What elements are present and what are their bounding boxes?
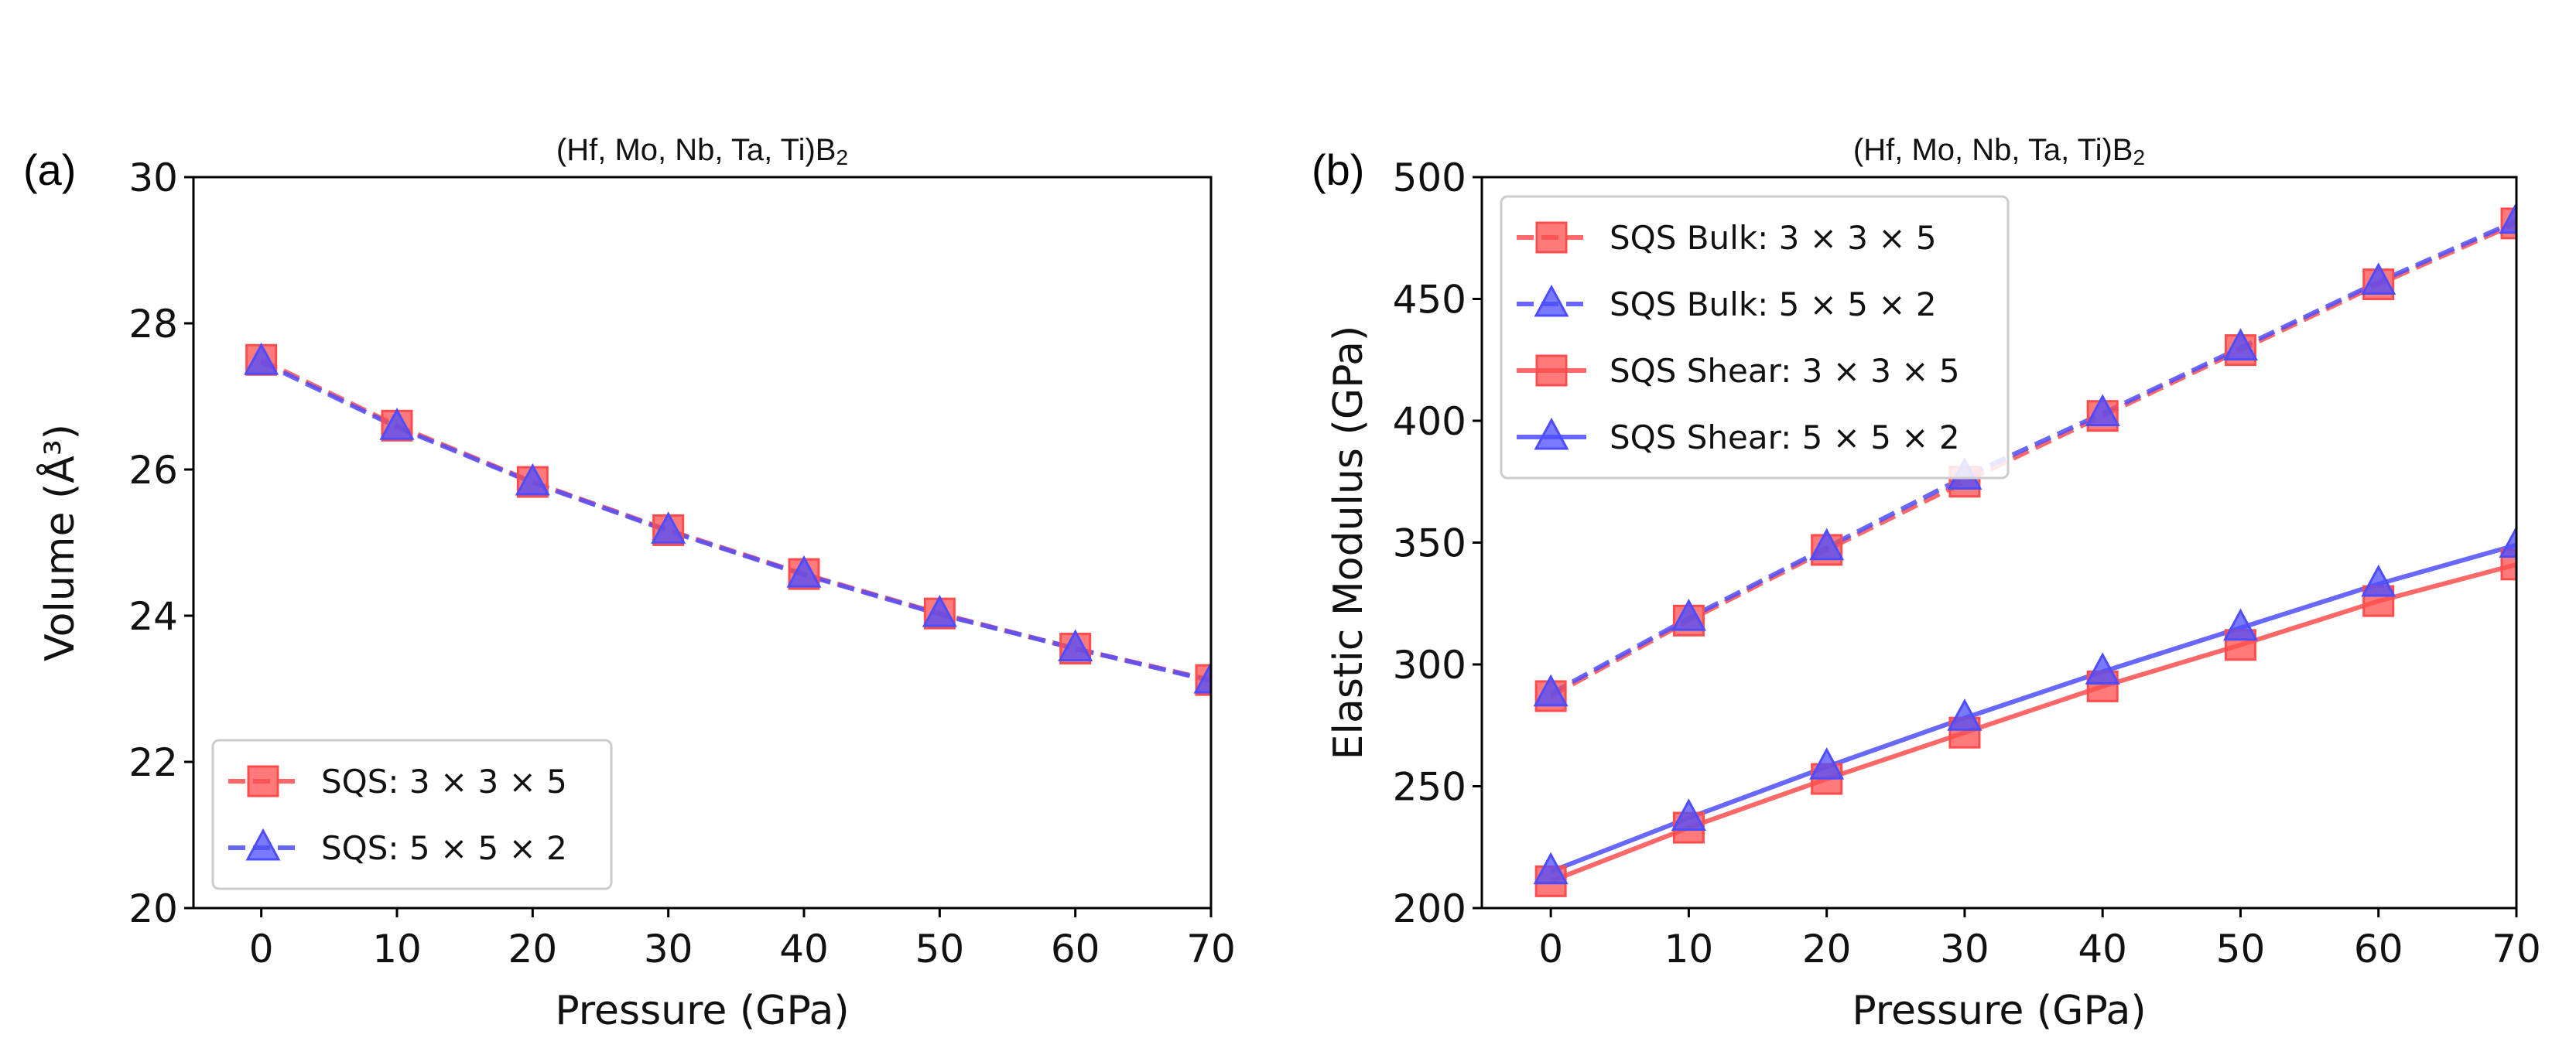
series-line-0 — [260, 357, 1211, 683]
chart-title: (Hf, Mo, Nb, Ta, Ti)B2 — [556, 133, 848, 169]
plot-area — [1533, 201, 2516, 897]
y-tick-label: 200 — [1393, 886, 1466, 931]
y-tick-label: 30 — [128, 155, 178, 200]
chart-title-text: (Hf, Mo, Nb, Ta, Ti)B — [556, 133, 836, 167]
x-tick-label: 10 — [372, 927, 422, 972]
data-point-3-5 — [2222, 608, 2258, 641]
y-tick-label: 24 — [128, 594, 178, 639]
y-tick-label: 400 — [1393, 399, 1466, 444]
x-tick-label: 50 — [915, 927, 965, 972]
data-point-1-2 — [515, 463, 550, 496]
data-point-3-1 — [1671, 798, 1706, 831]
legend: SQS: 3 × 3 × 5 SQS: 5 × 5 × 2 — [211, 739, 613, 890]
data-point-1-0 — [244, 342, 279, 375]
legend-marker — [1535, 354, 1568, 387]
x-tick-label: 0 — [249, 927, 274, 972]
chart-title-text: (Hf, Mo, Nb, Ta, Ti)B — [1853, 133, 2133, 167]
legend-marker — [245, 828, 281, 861]
x-tick-label: 60 — [1051, 927, 1100, 972]
data-point-3-6 — [2361, 564, 2396, 597]
legend-frame — [1500, 195, 2010, 480]
data-point-3-0 — [1533, 852, 1569, 885]
legend-frame — [211, 739, 613, 890]
data-point-1-6 — [1058, 629, 1093, 662]
legend-marker — [1534, 417, 1569, 450]
x-tick-label: 10 — [1664, 927, 1714, 972]
x-tick-label: 70 — [1186, 927, 1236, 972]
x-tick-label: 30 — [1940, 927, 1989, 972]
legend-label: SQS Bulk: 3 × 3 × 5 — [1610, 219, 1937, 257]
data-point-1-3 — [651, 511, 686, 544]
legend-marker — [1535, 221, 1568, 254]
y-tick-label: 28 — [128, 302, 178, 347]
legend-label: SQS: 5 × 5 × 2 — [321, 829, 567, 867]
y-axis-label: Elastic Modulus (GPa) — [1326, 326, 1372, 760]
x-tick-label: 20 — [508, 927, 558, 972]
y-tick-label: 500 — [1393, 155, 1466, 200]
legend-marker — [1534, 284, 1569, 317]
y-tick-label: 22 — [128, 740, 178, 785]
data-point-1-0 — [1533, 674, 1569, 707]
data-point-1-7 — [1193, 661, 1211, 694]
x-tick-label: 30 — [644, 927, 693, 972]
legend-label: SQS: 3 × 3 × 5 — [321, 763, 567, 801]
data-point-1-1 — [1671, 598, 1706, 631]
data-point-3-4 — [2085, 652, 2120, 685]
legend-label: SQS Bulk: 5 × 5 × 2 — [1610, 285, 1937, 323]
data-point-3-7 — [2499, 525, 2516, 558]
y-tick-label: 350 — [1393, 521, 1466, 566]
data-point-3-3 — [1947, 698, 1982, 731]
plot-area — [244, 342, 1211, 696]
x-tick-label: 40 — [779, 927, 829, 972]
x-tick-label: 70 — [2492, 927, 2541, 972]
y-tick-label: 300 — [1393, 643, 1466, 688]
series-line-1 — [1549, 218, 2516, 696]
series-line-2 — [1550, 562, 2516, 884]
legend: SQS Bulk: 3 × 3 × 5 SQS Bulk: 5 × 5 × 2 SQ… — [1500, 195, 2010, 480]
y-tick-label: 20 — [128, 886, 178, 931]
data-point-1-1 — [379, 408, 415, 440]
chart-title-subscript: 2 — [836, 145, 848, 169]
x-axis-label: Pressure (GPa) — [555, 988, 849, 1034]
panel-label: (b) — [1312, 145, 1364, 194]
axes-frame — [1480, 176, 2518, 910]
legend-label: SQS Shear: 5 × 5 × 2 — [1610, 418, 1960, 456]
x-tick-label: 0 — [1538, 927, 1563, 972]
data-point-3-2 — [1809, 747, 1845, 780]
x-axis-label: Pressure (GPa) — [1852, 988, 2146, 1034]
axes-frame — [192, 176, 1213, 910]
data-point-1-5 — [922, 594, 957, 627]
y-tick-label: 450 — [1393, 278, 1466, 323]
data-point-1-6 — [2361, 262, 2396, 295]
x-tick-label: 40 — [2078, 927, 2127, 972]
legend-marker — [247, 765, 279, 797]
y-tick-label: 26 — [128, 448, 178, 493]
series-line-3 — [1550, 542, 2516, 874]
data-point-1-2 — [1809, 528, 1845, 561]
data-point-1-5 — [2222, 328, 2258, 360]
chart-title: (Hf, Mo, Nb, Ta, Ti)B2 — [1853, 133, 2145, 169]
data-point-1-7 — [2499, 201, 2516, 234]
x-tick-label: 20 — [1802, 927, 1852, 972]
chart-elastic-modulus: (b) (Hf, Mo, Nb, Ta, Ti)B20 10 20 30 40 50 60 70… — [1312, 133, 2541, 1034]
panel-label: (a) — [23, 145, 76, 194]
y-axis-label: Volume (Å³) — [36, 424, 84, 661]
series-line-1 — [260, 360, 1211, 684]
y-tick-label: 250 — [1393, 765, 1466, 810]
chart-title-subscript: 2 — [2133, 145, 2145, 169]
data-point-1-4 — [786, 555, 822, 588]
data-point-1-4 — [2085, 394, 2120, 427]
x-tick-label: 60 — [2354, 927, 2403, 972]
x-tick-label: 50 — [2216, 927, 2266, 972]
chart-volume: (a) (Hf, Mo, Nb, Ta, Ti)B20 10 20 30 40 50 60 70… — [23, 133, 1236, 1034]
legend-label: SQS Shear: 3 × 3 × 5 — [1610, 352, 1960, 390]
